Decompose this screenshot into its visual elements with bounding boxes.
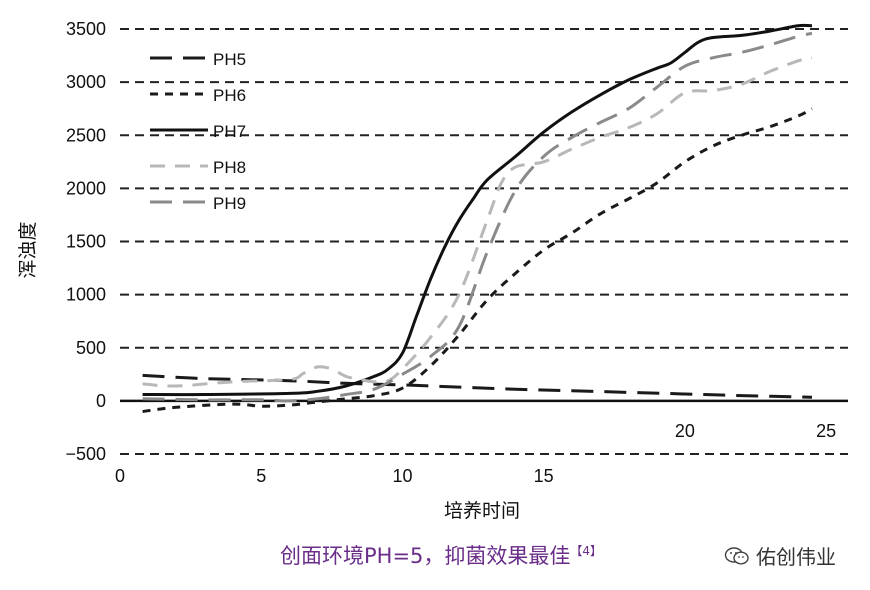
legend-label-ph9: PH9 bbox=[213, 194, 246, 213]
wechat-icon bbox=[724, 546, 749, 565]
series-line-ph6 bbox=[142, 107, 813, 413]
figure-caption: 创面环境PH=5，抑菌效果最佳【4】 bbox=[280, 540, 602, 570]
grid-lines bbox=[120, 28, 848, 455]
y-tick-label: 3500 bbox=[66, 19, 106, 39]
x-axis-label: 培养时间 bbox=[444, 500, 520, 522]
series-lines bbox=[142, 23, 813, 413]
x-tick-label: 20 bbox=[675, 421, 695, 441]
y-tick-label: 0 bbox=[96, 391, 106, 411]
y-tick-label: 1000 bbox=[66, 285, 106, 305]
watermark: 佑创伟业 bbox=[724, 541, 836, 570]
legend-label-ph7: PH7 bbox=[213, 122, 246, 141]
x-tick-label: 10 bbox=[392, 466, 412, 486]
watermark-text: 佑创伟业 bbox=[756, 545, 836, 569]
x-tick-label: 5 bbox=[256, 466, 266, 486]
caption-text: 创面环境PH=5，抑菌效果最佳 bbox=[280, 544, 571, 568]
y-tick-label: 3000 bbox=[66, 72, 106, 92]
series-line-ph9 bbox=[142, 31, 813, 403]
y-tick-label: 500 bbox=[76, 338, 106, 358]
legend-label-ph8: PH8 bbox=[213, 158, 246, 177]
y-tick-label: 2000 bbox=[66, 178, 106, 198]
tick-labels: −500 0 500 1000 1500 2000 2500 3000 3500 0 5 10 15 20… bbox=[65, 19, 836, 486]
series-line-ph5 bbox=[142, 373, 813, 399]
caption-reference: 【4】 bbox=[570, 544, 603, 558]
x-tick-label: 15 bbox=[534, 466, 554, 486]
y-tick-label: 2500 bbox=[66, 125, 106, 145]
series-line-ph8 bbox=[142, 56, 813, 388]
legend-label-ph5: PH5 bbox=[213, 50, 246, 69]
x-tick-label: 0 bbox=[115, 466, 125, 486]
x-tick-label: 25 bbox=[816, 421, 836, 441]
turbidity-line-chart: PH5 PH6 PH7 PH8 PH9 −500 0 500 1000 1500 2000 2500… bbox=[17, 19, 848, 522]
y-tick-label: −500 bbox=[65, 444, 106, 464]
y-axis-label: 浑浊度 bbox=[17, 221, 39, 278]
y-tick-label: 1500 bbox=[66, 232, 106, 252]
series-line-ph7 bbox=[142, 23, 813, 397]
legend: PH5 PH6 PH7 PH8 PH9 bbox=[150, 50, 246, 213]
legend-label-ph6: PH6 bbox=[213, 86, 246, 105]
